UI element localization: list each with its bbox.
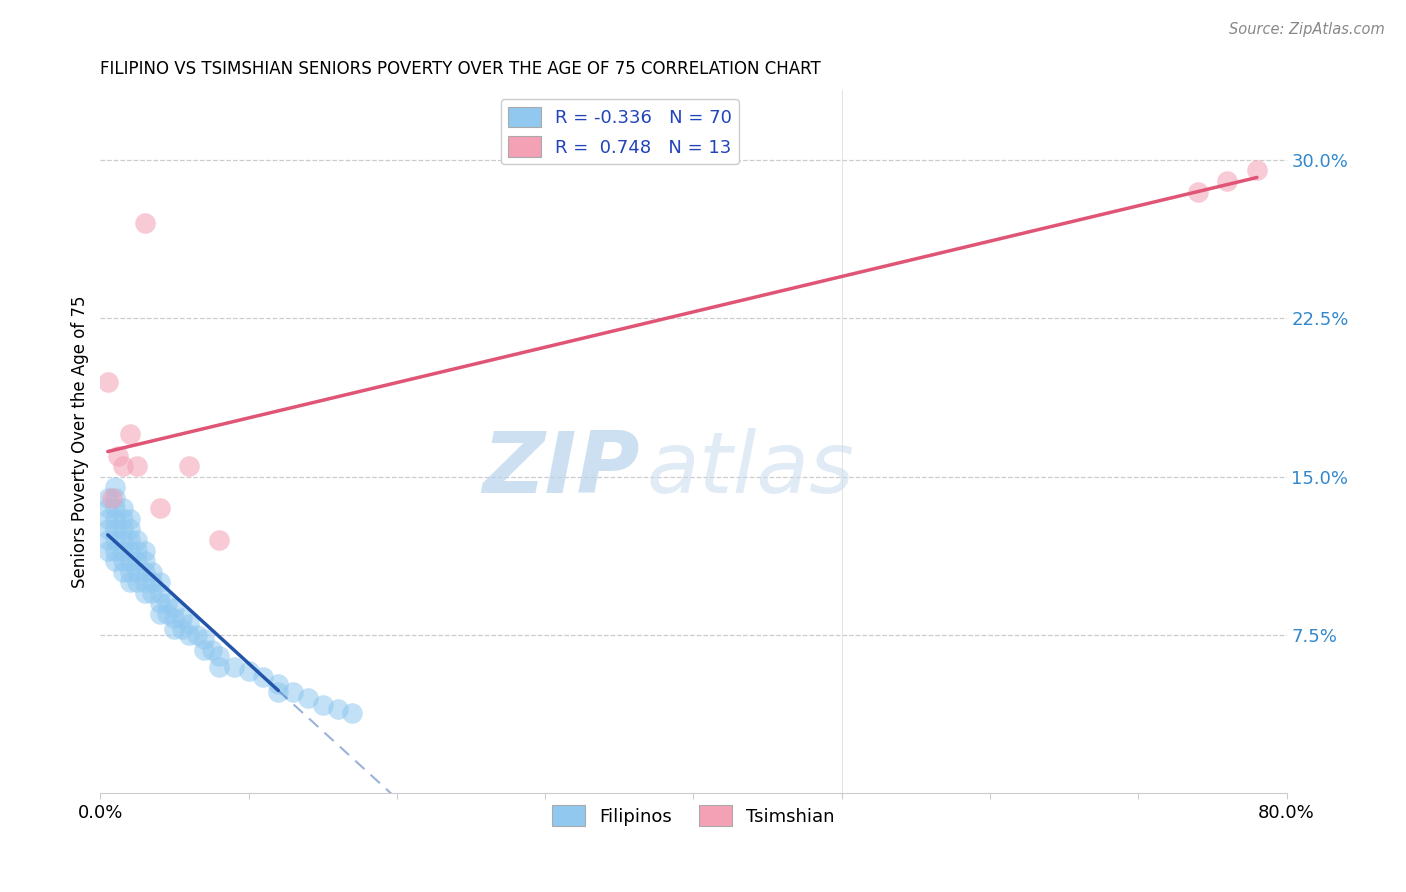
- Point: [156, 596, 179, 610]
- Point: [141, 586, 163, 600]
- Point: [149, 575, 172, 590]
- Point: [118, 512, 141, 526]
- Point: [127, 459, 149, 474]
- Point: [163, 600, 186, 615]
- Point: [163, 611, 186, 625]
- Point: [267, 676, 290, 690]
- Point: [127, 543, 149, 558]
- Point: [118, 554, 141, 568]
- Point: [111, 565, 134, 579]
- Point: [97, 501, 120, 516]
- Point: [252, 670, 274, 684]
- Point: [118, 543, 141, 558]
- Point: [179, 459, 201, 474]
- Point: [326, 702, 349, 716]
- Point: [170, 611, 193, 625]
- Point: [141, 565, 163, 579]
- Point: [97, 491, 120, 505]
- Point: [297, 691, 319, 706]
- Point: [111, 501, 134, 516]
- Point: [104, 491, 127, 505]
- Point: [141, 575, 163, 590]
- Point: [156, 607, 179, 621]
- Point: [1216, 174, 1239, 188]
- Point: [127, 565, 149, 579]
- Point: [1246, 163, 1268, 178]
- Point: [97, 512, 120, 526]
- Point: [127, 533, 149, 547]
- Text: Source: ZipAtlas.com: Source: ZipAtlas.com: [1229, 22, 1385, 37]
- Point: [134, 554, 156, 568]
- Point: [134, 543, 156, 558]
- Point: [1187, 185, 1209, 199]
- Point: [127, 554, 149, 568]
- Point: [134, 216, 156, 230]
- Text: ZIP: ZIP: [482, 428, 640, 511]
- Point: [111, 543, 134, 558]
- Point: [97, 533, 120, 547]
- Point: [342, 706, 364, 720]
- Point: [104, 501, 127, 516]
- Point: [118, 533, 141, 547]
- Point: [186, 628, 208, 642]
- Point: [111, 523, 134, 537]
- Point: [104, 543, 127, 558]
- Point: [97, 375, 120, 389]
- Point: [111, 512, 134, 526]
- Point: [104, 512, 127, 526]
- Point: [97, 543, 120, 558]
- Text: atlas: atlas: [645, 428, 853, 511]
- Point: [193, 642, 215, 657]
- Point: [118, 575, 141, 590]
- Point: [134, 586, 156, 600]
- Point: [193, 632, 215, 647]
- Point: [118, 523, 141, 537]
- Point: [104, 480, 127, 494]
- Legend: Filipinos, Tsimshian: Filipinos, Tsimshian: [546, 798, 842, 833]
- Point: [208, 533, 231, 547]
- Point: [127, 575, 149, 590]
- Point: [104, 554, 127, 568]
- Point: [149, 607, 172, 621]
- Point: [179, 628, 201, 642]
- Point: [118, 565, 141, 579]
- Point: [149, 596, 172, 610]
- Point: [111, 459, 134, 474]
- Point: [134, 565, 156, 579]
- Text: FILIPINO VS TSIMSHIAN SENIORS POVERTY OVER THE AGE OF 75 CORRELATION CHART: FILIPINO VS TSIMSHIAN SENIORS POVERTY OV…: [100, 60, 821, 78]
- Point: [111, 554, 134, 568]
- Point: [149, 501, 172, 516]
- Point: [149, 586, 172, 600]
- Point: [104, 533, 127, 547]
- Point: [208, 659, 231, 673]
- Point: [170, 622, 193, 636]
- Point: [111, 533, 134, 547]
- Point: [267, 685, 290, 699]
- Point: [208, 649, 231, 664]
- Point: [312, 698, 335, 712]
- Point: [281, 685, 304, 699]
- Point: [222, 659, 245, 673]
- Point: [97, 523, 120, 537]
- Point: [179, 617, 201, 632]
- Point: [200, 642, 222, 657]
- Point: [163, 622, 186, 636]
- Point: [101, 491, 124, 505]
- Point: [107, 449, 129, 463]
- Point: [134, 575, 156, 590]
- Point: [238, 664, 260, 678]
- Point: [118, 427, 141, 442]
- Point: [104, 523, 127, 537]
- Y-axis label: Seniors Poverty Over the Age of 75: Seniors Poverty Over the Age of 75: [72, 295, 89, 588]
